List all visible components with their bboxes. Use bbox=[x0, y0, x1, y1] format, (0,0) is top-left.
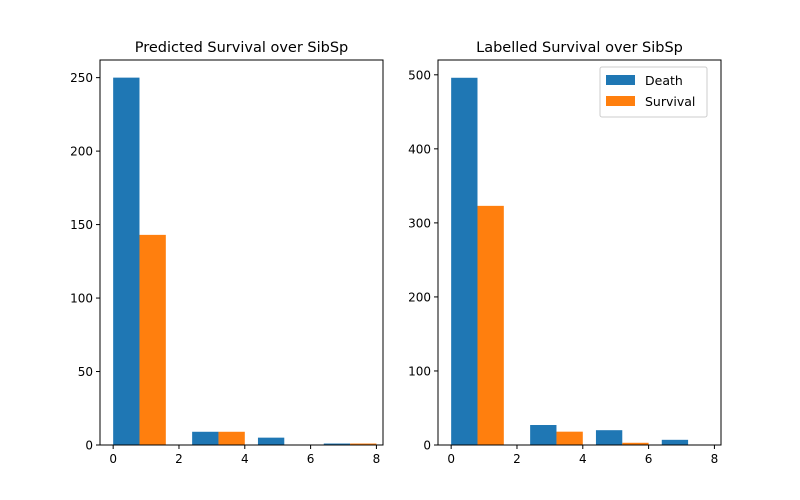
chart-1-death-bar-3 bbox=[323, 443, 351, 445]
chart-2-axes-frame bbox=[437, 59, 722, 446]
chart-1-death-bar-2 bbox=[257, 437, 285, 445]
chart-1-axes-frame bbox=[99, 59, 384, 446]
chart-1-y-tick-label: 0 bbox=[85, 439, 93, 453]
chart-2-survival-bar-0 bbox=[477, 205, 504, 445]
chart-2-y-tick-label: 200 bbox=[408, 290, 431, 304]
chart-2-x-tick-label: 0 bbox=[447, 452, 455, 466]
chart-1-y-tick-label: 150 bbox=[70, 218, 93, 232]
chart-1-x-tick-label: 2 bbox=[175, 452, 183, 466]
chart-2-title: Labelled Survival over SibSp bbox=[476, 40, 683, 56]
chart-2-y-tick-label: 300 bbox=[408, 216, 431, 230]
chart-2-x-tick-label: 4 bbox=[579, 452, 587, 466]
chart-2-y-tick-label: 0 bbox=[423, 439, 431, 453]
chart-1-x-tick-label: 6 bbox=[307, 452, 315, 466]
chart-1-death-bar-0 bbox=[113, 77, 140, 445]
chart-2-legend-swatch-survival bbox=[606, 96, 635, 106]
chart-2-y-tick-label: 100 bbox=[408, 364, 431, 378]
chart-1-x-tick-label: 0 bbox=[109, 452, 117, 466]
chart-1-y-tick-label: 100 bbox=[70, 292, 93, 306]
chart-1-x-tick-label: 4 bbox=[241, 452, 249, 466]
chart-2-y-tick-label: 500 bbox=[408, 68, 431, 82]
chart-2-x-tick-label: 2 bbox=[513, 452, 521, 466]
chart-2-survival-bar-2 bbox=[622, 442, 649, 445]
chart-2-death-bar-2 bbox=[595, 430, 623, 445]
chart-1-survival-bar-1 bbox=[218, 431, 245, 445]
chart-2-legend-label-death: Death bbox=[645, 73, 683, 88]
chart-2-legend-label-survival: Survival bbox=[645, 94, 695, 109]
chart-2-death-bar-3 bbox=[661, 439, 689, 445]
chart-2-death-bar-1 bbox=[530, 425, 557, 445]
chart-1-survival-bar-0 bbox=[139, 234, 166, 445]
chart-1-title: Predicted Survival over SibSp bbox=[135, 40, 349, 56]
chart-1-survival-bar-3 bbox=[350, 443, 377, 445]
chart-1-y-tick-label: 200 bbox=[70, 145, 93, 159]
chart-2-x-tick-label: 8 bbox=[711, 452, 719, 466]
chart-1-y-tick-label: 50 bbox=[78, 365, 93, 379]
chart-2-legend-swatch-death bbox=[606, 75, 635, 85]
chart-2-y-tick-label: 400 bbox=[408, 142, 431, 156]
chart-2-x-tick-label: 6 bbox=[645, 452, 653, 466]
chart-2-survival-bar-1 bbox=[556, 431, 583, 445]
chart-1-death-bar-1 bbox=[192, 431, 219, 445]
chart-1-x-tick-label: 8 bbox=[373, 452, 381, 466]
chart-1-y-tick-label: 250 bbox=[70, 71, 93, 85]
chart-2-death-bar-0 bbox=[451, 77, 478, 446]
